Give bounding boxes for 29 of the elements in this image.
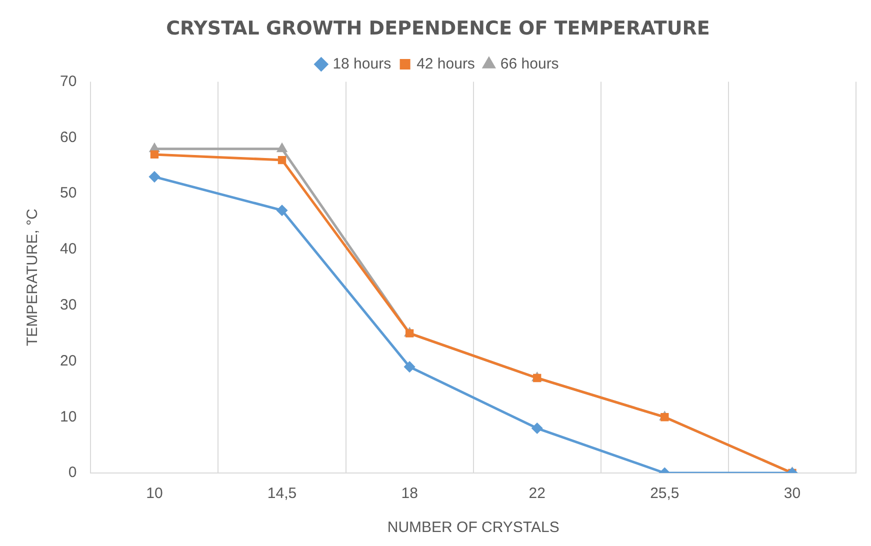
legend-label: 66 hours [500, 55, 559, 72]
x-tick-label: 18 [401, 485, 418, 502]
point [149, 172, 160, 182]
y-tick-label: 10 [60, 408, 77, 426]
x-tick-label: 22 [528, 485, 546, 502]
x-tick-label: 14,5 [267, 485, 297, 502]
chart-title: CRYSTAL GROWTH DEPENDENCE OF TEMPERATURE [166, 17, 710, 40]
point [404, 362, 415, 372]
point [532, 423, 542, 434]
y-tick-label: 40 [60, 240, 77, 258]
x-tick-label: 25,5 [650, 485, 680, 502]
point [278, 156, 286, 164]
y-tick-label: 50 [60, 184, 77, 202]
y-tick-label: 60 [60, 128, 77, 146]
legend-label: 42 hours [416, 55, 475, 72]
y-tick-label: 0 [68, 464, 77, 482]
x-axis-title: NUMBER OF CRYSTALS [387, 519, 560, 536]
x-tick-label: 10 [146, 485, 163, 502]
y-axis-title: TEMPERATURE, °C [24, 208, 42, 346]
point [276, 205, 288, 216]
y-tick-label: 70 [60, 72, 77, 90]
y-tick-label: 20 [60, 352, 77, 370]
point [277, 144, 287, 152]
y-tick-label: 30 [60, 296, 77, 314]
point [660, 413, 669, 422]
x-tick-label: 30 [784, 485, 801, 502]
legend-label: 18 hours [332, 55, 392, 72]
point [405, 329, 414, 338]
point [150, 150, 159, 159]
